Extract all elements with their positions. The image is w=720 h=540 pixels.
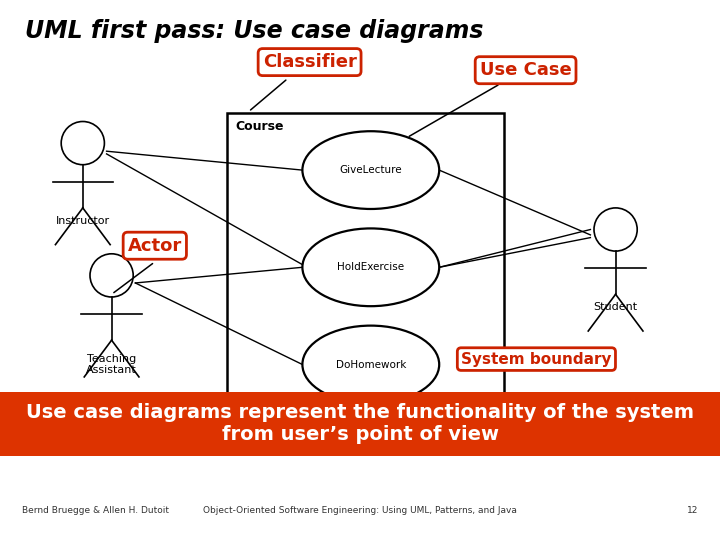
Text: Object-Oriented Software Engineering: Using UML, Patterns, and Java: Object-Oriented Software Engineering: Us… [203,506,517,515]
Text: Student: Student [593,302,638,313]
Text: UML first pass: Use case diagrams: UML first pass: Use case diagrams [25,19,484,43]
Ellipse shape [90,254,133,297]
Text: Course: Course [235,120,284,133]
Ellipse shape [61,122,104,165]
Text: GiveLecture: GiveLecture [340,165,402,175]
Text: DoHomework: DoHomework [336,360,406,369]
Ellipse shape [302,326,439,403]
Text: Classifier: Classifier [263,53,356,71]
Text: Actor: Actor [127,237,182,255]
Ellipse shape [302,131,439,209]
Text: System boundary: System boundary [461,352,612,367]
Text: HoldExercise: HoldExercise [337,262,405,272]
Text: Teaching
Assistant: Teaching Assistant [86,354,137,375]
Text: 12: 12 [687,506,698,515]
FancyBboxPatch shape [0,392,720,456]
Text: Use case diagrams represent the functionality of the system
from user’s point of: Use case diagrams represent the function… [26,403,694,444]
Ellipse shape [302,228,439,306]
Text: Use Case: Use Case [480,61,572,79]
Text: Instructor: Instructor [55,216,110,226]
Text: Bernd Bruegge & Allen H. Dutoit: Bernd Bruegge & Allen H. Dutoit [22,506,168,515]
Ellipse shape [594,208,637,251]
Bar [227,113,504,413]
